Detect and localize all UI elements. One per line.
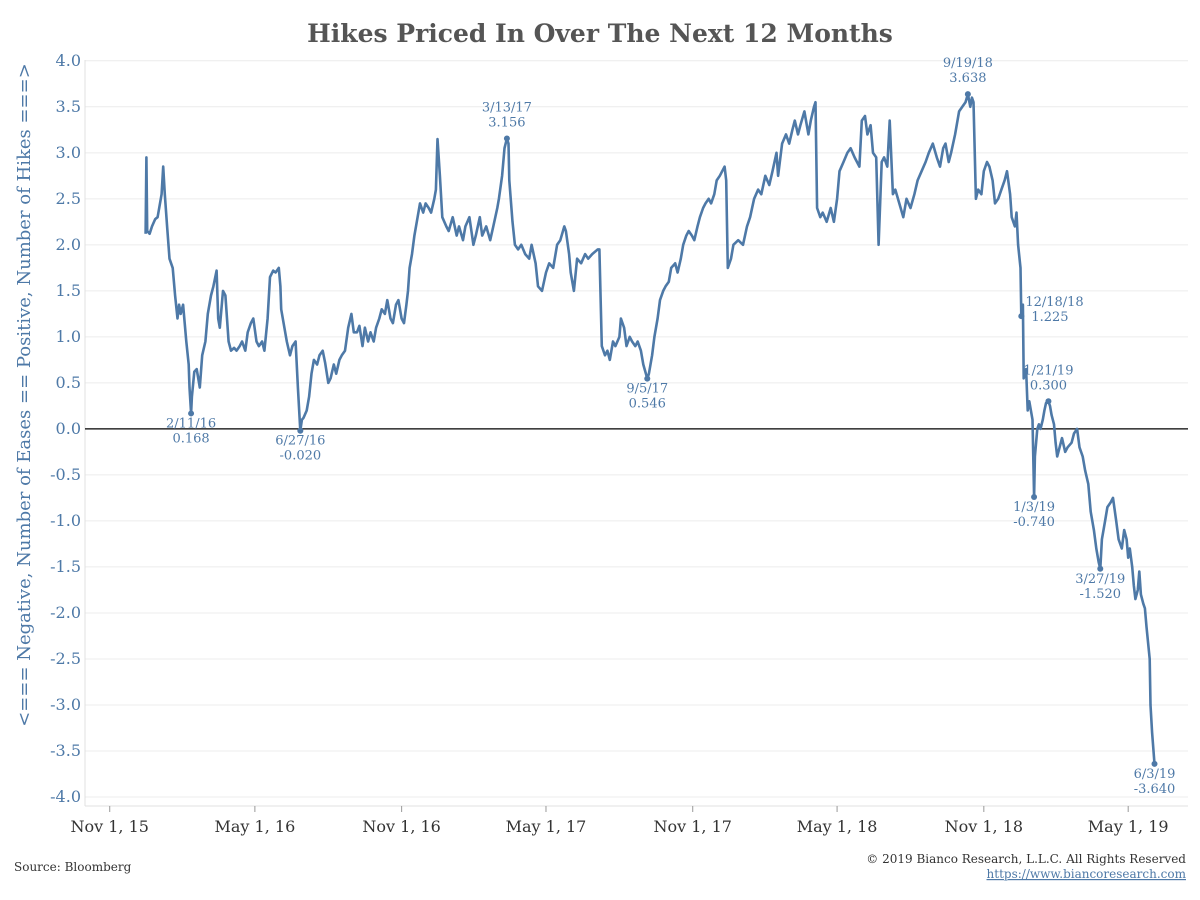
annotation-value: -0.020 [280,449,322,464]
x-tick-label: May 1, 18 [797,817,878,836]
annotation-point [1031,493,1038,500]
x-tick-label: May 1, 17 [506,817,587,836]
y-tick-label: -3.5 [50,741,81,760]
y-tick-labels: 4.0 3.5 3.0 2.5 2.0 1.5 1.0 0.5 0.0 -0.5 -1.0 -1.5 -… [50,51,81,806]
annotation-date: 3/13/17 [482,100,532,115]
series-line [144,92,1156,764]
y-tick-label: 1.5 [56,281,81,300]
y-tick-label: 1.0 [56,327,81,346]
x-tick-labels: Nov 1, 15 May 1, 16 Nov 1, 16 May 1, 17 Nov … [70,817,1168,836]
annotation-value: 0.300 [1030,378,1067,393]
y-tick-label: 0.5 [56,373,81,392]
y-tick-label: 3.0 [56,143,81,162]
y-tick-label: -3.0 [50,695,81,714]
y-tick-label: 4.0 [56,51,81,70]
y-tick-label: 0.0 [56,419,81,438]
annotation-value: -1.520 [1079,587,1121,602]
annotation-date: 2/11/16 [166,416,216,431]
annotation-point [503,135,510,142]
annotation-point [964,91,971,98]
source-note: Source: Bloomberg [14,860,132,874]
copyright-note: © 2019 Bianco Research, L.L.C. All Right… [866,852,1186,866]
axes [84,60,1188,812]
annotation-value: -0.740 [1013,515,1055,530]
annotation-date: 12/18/18 [1025,295,1083,310]
chart-title: Hikes Priced In Over The Next 12 Months [307,19,893,48]
annotation-point [188,410,195,417]
annotation-date: 3/27/19 [1075,572,1125,587]
y-tick-label: -2.5 [50,649,81,668]
y-tick-label: 3.5 [56,97,81,116]
x-tick-label: May 1, 16 [214,817,295,836]
x-tick-label: Nov 1, 17 [653,817,731,836]
y-tick-label: -1.0 [50,511,81,530]
y-tick-label: -0.5 [50,465,81,484]
x-tick-label: Nov 1, 16 [362,817,440,836]
annotation-date: 9/5/17 [626,382,668,397]
annotation-value: 0.546 [629,397,666,412]
annotation-point [644,375,651,382]
x-tick-label: Nov 1, 15 [70,817,148,836]
annotation-value: 3.156 [488,115,525,130]
annotations: 2/11/160.168 6/27/16-0.020 3/13/173.156 9/5… [166,56,1175,797]
annotation-date: 9/19/18 [943,56,993,71]
annotation-point [1018,313,1025,320]
annotation-value: 0.168 [172,431,209,446]
x-tick-label: Nov 1, 18 [945,817,1023,836]
y-tick-label: 2.0 [56,235,81,254]
annotation-date: 6/3/19 [1134,767,1176,782]
y-tick-label: -2.0 [50,603,81,622]
annotation-point [1045,398,1052,405]
annotation-date: 6/27/16 [275,434,325,449]
annotation-point [297,427,304,434]
y-tick-label: -1.5 [50,557,81,576]
y-tick-label: 2.5 [56,189,81,208]
annotation-value: 1.225 [1031,310,1068,325]
y-axis-label: <=== Negative, Number of Eases == Positi… [14,63,35,727]
annotation-value: 3.638 [949,71,986,86]
x-tick-label: May 1, 19 [1088,817,1169,836]
annotation-point [1097,565,1104,572]
y-tick-label: -4.0 [50,787,81,806]
website-link[interactable]: https://www.biancoresearch.com [987,867,1187,881]
annotation-point [1151,760,1158,767]
annotation-date: 1/21/19 [1023,363,1073,378]
annotation-date: 1/3/19 [1013,500,1055,515]
annotation-value: -3.640 [1134,782,1176,797]
series [144,92,1156,764]
